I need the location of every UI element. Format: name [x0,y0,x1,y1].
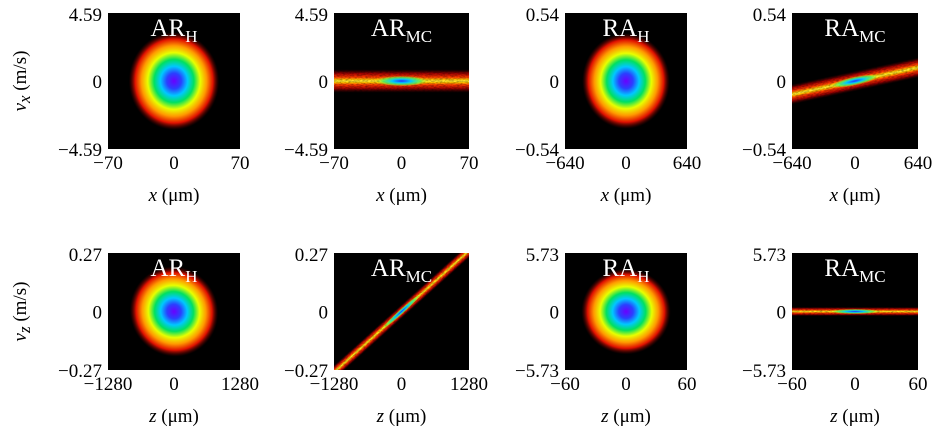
x-axis-label: x (μm) [375,185,427,206]
x-axis-label: z (μm) [376,406,427,427]
y-tick-label: 4.59 [295,5,328,26]
x-axis-label: x (μm) [148,185,200,206]
x-tick-label: 0 [850,374,860,395]
x-tick-label: 640 [904,153,933,174]
density-map [129,266,219,357]
x-tick-label: −1280 [310,374,359,395]
x-tick-label: 0 [397,374,407,395]
y-tick-label: 0 [93,303,103,324]
y-tick-label: 0 [319,72,329,93]
y-axis-label: vx (m/s) [10,51,34,112]
x-tick-label: −60 [777,374,807,395]
y-tick-label: 0.54 [526,5,560,26]
x-tick-label: −70 [319,153,349,174]
x-tick-label: 1280 [221,374,259,395]
density-map [334,253,469,370]
x-tick-label: 0 [169,374,179,395]
x-tick-label: −60 [550,374,580,395]
density-map [792,306,918,317]
density-core [374,75,429,87]
density-blob [129,266,219,357]
x-tick-label: 640 [673,153,702,174]
panel-title: ARMC [371,255,432,286]
y-tick-label: 5.73 [526,245,559,266]
y-tick-label: 4.59 [69,5,102,26]
x-tick-label: 0 [621,374,631,395]
density-map [334,69,469,93]
x-tick-label: −640 [772,153,811,174]
y-tick-label: 0 [550,72,560,93]
y-tick-label: −0.54 [742,140,786,161]
y-tick-label: 0 [777,72,787,93]
x-axis-label: z (μm) [600,406,651,427]
density-core [830,74,880,88]
y-tick-label: −4.59 [284,140,328,161]
x-tick-label: 1280 [450,374,488,395]
x-tick-label: −1280 [84,374,133,395]
y-tick-label: −5.73 [742,361,786,382]
y-tick-label: 0 [93,72,103,93]
x-axis-label: x (μm) [829,185,881,206]
density-map [792,39,918,123]
y-tick-label: −0.27 [58,361,102,382]
x-tick-label: 0 [621,153,631,174]
x-tick-label: 70 [231,153,250,174]
panel-6: ARMC 0.27 0 −0.27−1280 0 1280 z (μm) [284,245,488,427]
density-map [581,268,671,355]
y-tick-label: 0.27 [69,245,102,266]
x-tick-label: 0 [850,153,860,174]
y-tick-label: 0.27 [295,245,328,266]
x-tick-label: 70 [460,153,479,174]
y-axis-label: vz (m/s) [10,282,34,342]
density-blob [581,268,671,355]
y-tick-label: 0.54 [753,5,787,26]
y-tick-label: −0.27 [284,361,328,382]
y-tick-label: −0.54 [515,140,559,161]
x-tick-label: 0 [397,153,407,174]
density-map [128,32,220,130]
x-tick-label: 0 [169,153,179,174]
y-tick-label: 0 [319,303,329,324]
density-map [582,33,670,129]
x-tick-label: −640 [545,153,584,174]
band-noise [792,306,918,317]
x-axis-label: z (μm) [829,406,880,427]
density-core [829,309,881,314]
density-blob [582,33,670,129]
density-blob [128,32,220,130]
x-tick-label: −70 [93,153,123,174]
y-tick-label: −4.59 [58,140,102,161]
x-axis-label: z (μm) [148,406,199,427]
y-tick-label: 0 [550,303,560,324]
x-axis-label: x (μm) [600,185,652,206]
density-core [381,293,422,330]
y-tick-label: 5.73 [753,245,786,266]
y-tick-label: 0 [777,303,787,324]
x-tick-label: 60 [678,374,697,395]
y-tick-label: −5.73 [515,361,559,382]
x-tick-label: 60 [909,374,928,395]
